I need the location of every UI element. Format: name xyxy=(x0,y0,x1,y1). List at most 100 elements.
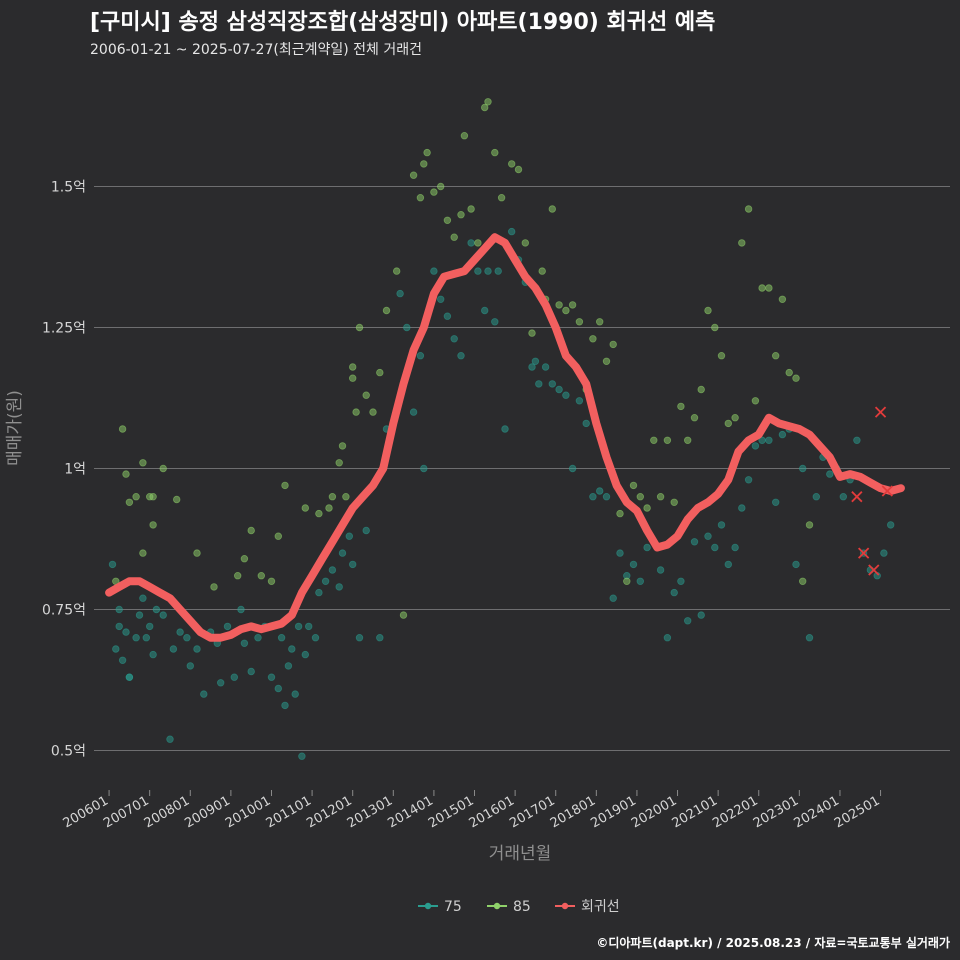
legend-swatch-dot xyxy=(424,902,432,910)
data-point-85 xyxy=(629,481,638,490)
data-point-75 xyxy=(338,549,347,557)
caption: ©디아파트(dapt.kr) / 2025.08.23 / 자료=국토교통부 실… xyxy=(596,935,950,950)
regression-line xyxy=(105,233,905,642)
data-point-75 xyxy=(145,622,154,631)
data-point-85 xyxy=(335,459,343,467)
data-point-75 xyxy=(690,538,699,546)
data-point-85 xyxy=(233,572,242,580)
data-point-75 xyxy=(186,662,194,670)
data-point-85 xyxy=(172,495,181,504)
data-point-85 xyxy=(460,131,469,140)
data-point-75 xyxy=(656,566,665,574)
data-point-85 xyxy=(139,459,147,467)
data-point-75 xyxy=(135,611,144,619)
data-point-75 xyxy=(812,493,820,501)
data-point-75 xyxy=(166,735,174,743)
y-axis-label: 매매가(원) xyxy=(5,390,25,466)
data-point-75 xyxy=(328,566,337,574)
data-point-85 xyxy=(497,193,506,202)
x-marker xyxy=(874,406,887,418)
chart-subtitle: 2006-01-21 ~ 2025-07-27(최근계약일) 전체 거래건 xyxy=(90,42,422,58)
x-axis-label: 거래년월 xyxy=(489,844,552,864)
data-point-75 xyxy=(609,594,617,602)
data-point-85 xyxy=(568,301,577,309)
data-point-75 xyxy=(765,436,773,444)
data-point-85 xyxy=(690,414,699,422)
data-point-75 xyxy=(629,560,638,569)
data-point-85 xyxy=(772,352,780,360)
legend-label: 85 xyxy=(513,899,531,915)
data-point-75 xyxy=(839,493,847,501)
data-point-75 xyxy=(663,634,672,642)
data-point-75 xyxy=(345,532,353,540)
data-point-85 xyxy=(562,306,570,315)
data-point-85 xyxy=(159,464,167,473)
data-point-75 xyxy=(193,645,201,653)
data-point-75 xyxy=(589,493,597,501)
data-point-85 xyxy=(247,526,255,535)
data-point-75 xyxy=(805,634,814,642)
data-point-85 xyxy=(352,408,360,416)
data-point-75 xyxy=(298,752,306,760)
data-point-75 xyxy=(169,645,178,653)
data-point-85 xyxy=(393,267,401,275)
data-point-85 xyxy=(409,171,418,179)
data-point-75 xyxy=(396,289,404,298)
data-point-75 xyxy=(643,543,651,552)
regression-line-path xyxy=(105,233,905,642)
data-point-85 xyxy=(538,267,546,275)
data-point-85 xyxy=(474,239,482,247)
data-point-75 xyxy=(481,306,489,315)
x-marker xyxy=(881,485,893,497)
data-point-75 xyxy=(305,622,313,631)
data-point-75 xyxy=(142,634,150,642)
data-point-85 xyxy=(650,436,658,444)
data-point-85 xyxy=(430,188,438,196)
data-point-75 xyxy=(115,622,123,631)
legend-item: 회귀선 xyxy=(555,899,620,915)
data-point-85 xyxy=(118,425,127,433)
data-point-85 xyxy=(274,532,282,540)
data-point-75 xyxy=(355,634,364,642)
data-point-75 xyxy=(315,588,323,597)
data-point-75 xyxy=(291,690,299,698)
legend-label: 75 xyxy=(444,899,462,915)
data-point-75 xyxy=(596,487,604,495)
data-point-85 xyxy=(399,611,408,619)
data-point-85 xyxy=(548,205,556,213)
data-point-85 xyxy=(443,216,452,224)
y-tick-label: 0.75억 xyxy=(42,603,86,619)
data-point-75 xyxy=(751,442,760,450)
data-point-85 xyxy=(257,572,265,580)
y-tick-label: 1.5억 xyxy=(51,179,86,195)
data-point-85 xyxy=(301,504,309,512)
data-point-85 xyxy=(609,340,617,349)
data-point-85 xyxy=(281,481,289,490)
data-point-75 xyxy=(697,611,705,619)
data-point-85 xyxy=(481,103,489,112)
data-point-75 xyxy=(267,673,276,681)
data-point-85 xyxy=(338,442,347,450)
data-point-75 xyxy=(240,639,249,647)
data-point-85 xyxy=(724,419,732,428)
data-point-75 xyxy=(200,690,208,698)
data-point-85 xyxy=(382,306,391,315)
data-point-85 xyxy=(450,233,458,241)
data-point-75 xyxy=(887,521,895,529)
data-point-75 xyxy=(132,634,140,642)
data-point-75 xyxy=(122,628,130,636)
data-point-75 xyxy=(778,430,787,439)
data-point-85 xyxy=(328,493,337,501)
data-point-75 xyxy=(677,577,685,585)
data-point-75 xyxy=(176,628,184,636)
data-point-75 xyxy=(416,352,425,360)
data-point-85 xyxy=(240,555,249,563)
data-point-75 xyxy=(274,684,282,693)
data-point-85 xyxy=(711,323,719,332)
data-point-75 xyxy=(528,363,536,371)
grid-lines xyxy=(94,185,950,752)
data-point-85 xyxy=(125,498,134,506)
data-point-85 xyxy=(122,470,130,478)
data-point-85 xyxy=(744,205,753,213)
